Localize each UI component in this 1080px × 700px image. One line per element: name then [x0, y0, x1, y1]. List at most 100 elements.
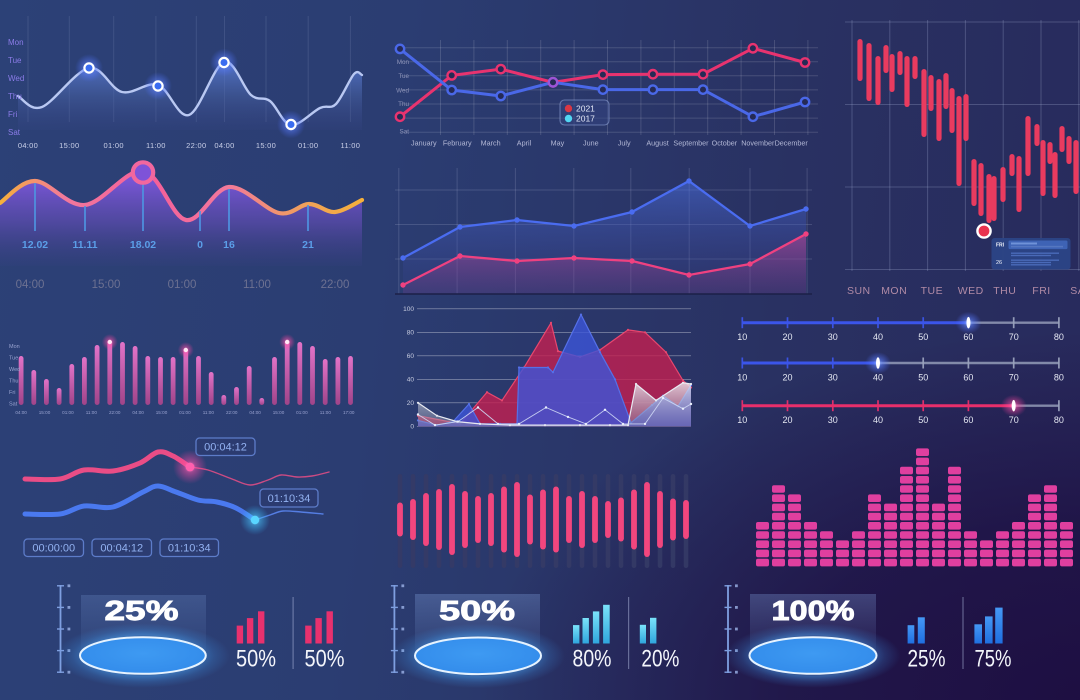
- svg-text:18.02: 18.02: [130, 239, 156, 251]
- svg-text:June: June: [583, 139, 599, 148]
- svg-text:30: 30: [828, 332, 838, 342]
- svg-text:10: 10: [737, 332, 747, 342]
- svg-text:60: 60: [963, 373, 973, 383]
- svg-text:60: 60: [407, 353, 415, 360]
- svg-text:50: 50: [918, 373, 928, 383]
- svg-text:11:00: 11:00: [243, 279, 271, 291]
- svg-text:75%: 75%: [975, 646, 1012, 673]
- svg-text:10: 10: [737, 415, 747, 425]
- svg-text:November: November: [741, 139, 775, 148]
- svg-text:January: January: [411, 139, 437, 148]
- svg-text:11:00: 11:00: [203, 410, 215, 415]
- svg-text:Thu: Thu: [9, 379, 18, 385]
- svg-text:Sat: Sat: [9, 402, 18, 408]
- svg-text:17:00: 17:00: [343, 410, 355, 415]
- svg-text:40: 40: [873, 332, 883, 342]
- svg-text:40: 40: [407, 377, 415, 384]
- svg-text:00:04:12: 00:04:12: [100, 543, 143, 555]
- svg-text:30: 30: [828, 415, 838, 425]
- svg-text:21: 21: [302, 239, 314, 251]
- svg-text:Wed: Wed: [9, 367, 20, 373]
- svg-text:50%: 50%: [439, 595, 515, 626]
- svg-text:2017: 2017: [576, 114, 595, 124]
- svg-text:Tue: Tue: [398, 73, 409, 80]
- svg-text:12.02: 12.02: [22, 239, 48, 251]
- svg-text:SA: SA: [1070, 285, 1080, 297]
- svg-text:30: 30: [828, 373, 838, 383]
- svg-text:70: 70: [1009, 332, 1019, 342]
- svg-text:15:00: 15:00: [39, 410, 51, 415]
- svg-text:80: 80: [1054, 373, 1064, 383]
- svg-text:SUN: SUN: [847, 285, 871, 297]
- svg-text:01:10:34: 01:10:34: [268, 493, 311, 505]
- svg-text:01:00: 01:00: [168, 279, 197, 291]
- svg-text:50%: 50%: [236, 646, 276, 673]
- svg-text:Thu: Thu: [398, 101, 409, 108]
- svg-text:THU: THU: [993, 285, 1016, 297]
- svg-text:February: February: [443, 139, 472, 148]
- svg-text:80%: 80%: [573, 646, 612, 673]
- svg-text:25%: 25%: [908, 646, 946, 673]
- svg-text:Mon: Mon: [8, 38, 24, 47]
- svg-text:01:00: 01:00: [62, 410, 74, 415]
- svg-text:MON: MON: [881, 285, 907, 297]
- svg-text:40: 40: [873, 373, 883, 383]
- svg-text:Mon: Mon: [397, 59, 410, 66]
- svg-text:50: 50: [918, 415, 928, 425]
- svg-text:100: 100: [403, 306, 414, 313]
- svg-text:April: April: [517, 139, 532, 148]
- svg-text:11:00: 11:00: [320, 410, 332, 415]
- svg-text:11:00: 11:00: [86, 410, 98, 415]
- svg-text:15:00: 15:00: [273, 410, 285, 415]
- svg-text:20: 20: [782, 373, 792, 383]
- svg-text:15:00: 15:00: [156, 410, 168, 415]
- svg-text:2021: 2021: [576, 104, 595, 114]
- svg-text:26: 26: [996, 260, 1002, 266]
- svg-text:01:00: 01:00: [104, 141, 124, 150]
- svg-text:March: March: [481, 139, 501, 148]
- svg-text:04:00: 04:00: [18, 141, 38, 150]
- svg-text:FRI: FRI: [1032, 285, 1050, 297]
- svg-text:22:00: 22:00: [109, 410, 121, 415]
- svg-text:20%: 20%: [641, 646, 679, 673]
- svg-text:TUE: TUE: [921, 285, 944, 297]
- svg-text:04:00: 04:00: [15, 410, 27, 415]
- svg-text:Tue: Tue: [8, 56, 22, 65]
- svg-text:20: 20: [407, 400, 415, 407]
- svg-text:70: 70: [1009, 373, 1019, 383]
- svg-text:FRI: FRI: [996, 243, 1005, 249]
- svg-text:80: 80: [1054, 415, 1064, 425]
- svg-text:60: 60: [963, 332, 973, 342]
- svg-text:July: July: [618, 139, 631, 148]
- svg-text:11:00: 11:00: [341, 141, 361, 150]
- svg-text:December: December: [775, 139, 809, 148]
- svg-text:22:00: 22:00: [186, 141, 206, 150]
- svg-text:20: 20: [782, 415, 792, 425]
- svg-text:Sat: Sat: [8, 128, 21, 137]
- svg-text:11:00: 11:00: [146, 141, 166, 150]
- svg-text:15:00: 15:00: [59, 141, 79, 150]
- svg-text:00:04:12: 00:04:12: [204, 442, 247, 454]
- svg-text:Sat: Sat: [400, 128, 410, 135]
- svg-text:October: October: [712, 139, 738, 148]
- svg-text:80: 80: [407, 330, 415, 337]
- svg-text:0: 0: [197, 239, 203, 251]
- svg-text:70: 70: [1009, 415, 1019, 425]
- svg-text:11.11: 11.11: [72, 239, 97, 251]
- svg-text:100%: 100%: [772, 595, 855, 626]
- svg-text:May: May: [551, 139, 565, 148]
- svg-text:50: 50: [918, 332, 928, 342]
- svg-text:Fri: Fri: [8, 110, 18, 119]
- svg-text:60: 60: [963, 415, 973, 425]
- svg-text:04:00: 04:00: [214, 141, 234, 150]
- svg-text:16: 16: [223, 239, 235, 251]
- svg-text:50%: 50%: [305, 646, 345, 673]
- svg-text:15:00: 15:00: [256, 141, 276, 150]
- svg-text:01:10:34: 01:10:34: [168, 543, 211, 555]
- svg-text:10: 10: [737, 373, 747, 383]
- svg-text:04:00: 04:00: [249, 410, 261, 415]
- svg-text:15:00: 15:00: [92, 279, 121, 291]
- svg-text:WED: WED: [958, 285, 984, 297]
- svg-text:September: September: [673, 139, 709, 148]
- svg-text:80: 80: [1054, 332, 1064, 342]
